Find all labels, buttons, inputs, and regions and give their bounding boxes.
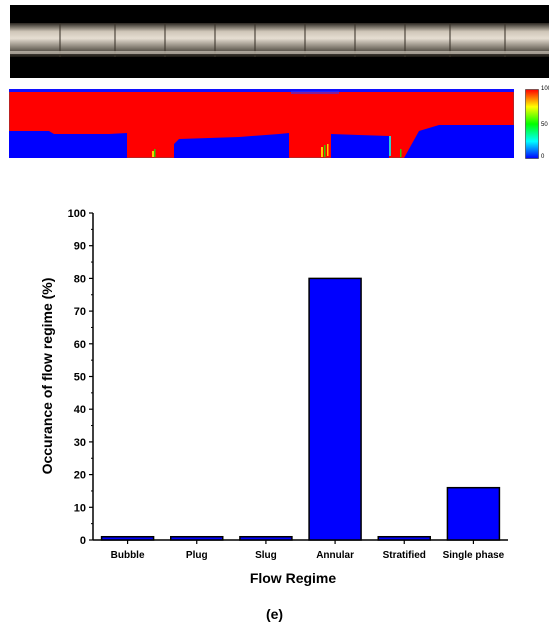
pipe-photo-image <box>10 5 549 78</box>
bar-plug <box>170 535 224 541</box>
y-tick-label: 100 <box>68 208 86 220</box>
x-tick-label: Stratified <box>383 550 426 561</box>
x-tick-label: Slug <box>255 550 277 561</box>
x-tick-label: Single phase <box>443 550 505 561</box>
y-tick-label: 70 <box>74 306 86 318</box>
x-tick-label: Annular <box>316 550 354 561</box>
pipe-photo-strip <box>10 5 549 78</box>
y-tick-label: 30 <box>74 437 86 449</box>
y-tick-label: 50 <box>74 372 86 384</box>
bar-annular <box>308 277 362 541</box>
figure-caption: (e) <box>265 606 284 622</box>
y-tick-label: 60 <box>74 339 86 351</box>
y-tick-label: 80 <box>74 273 86 285</box>
x-tick-label: Bubble <box>111 550 145 561</box>
colorbar-gradient <box>525 89 539 159</box>
x-tick-label: Plug <box>186 550 208 561</box>
plot-axes <box>92 213 508 541</box>
colorbar <box>525 89 539 164</box>
y-tick-label: 90 <box>74 241 86 253</box>
y-tick-label: 10 <box>74 502 86 514</box>
x-axis-title: Flow Regime <box>250 570 337 586</box>
bar-single-phase <box>446 486 501 541</box>
bar-stratified <box>377 535 431 541</box>
y-tick-label: 20 <box>74 470 86 482</box>
x-axis-ticks: Bubble Plug Slug Annular Stratified Single ph… <box>111 540 505 561</box>
colorbar-tick-mid: 50 <box>541 122 548 128</box>
y-tick-label: 40 <box>74 404 86 416</box>
flow-regime-bar-chart: 0 10 20 30 40 50 60 70 80 90 100 Bubble Plug Slug Ann… <box>39 208 508 586</box>
bar-slug <box>239 535 293 541</box>
y-axis-title: Occurance of flow regime (%) <box>39 278 55 475</box>
bar-bubble <box>100 535 155 541</box>
y-axis-ticks: 0 10 20 30 40 50 60 70 80 90 100 <box>68 208 93 547</box>
colorbar-tick-min: 0 <box>541 154 545 160</box>
y-tick-label: 0 <box>80 535 86 547</box>
bars <box>100 277 501 541</box>
colorbar-tick-max: 100 <box>541 86 549 92</box>
